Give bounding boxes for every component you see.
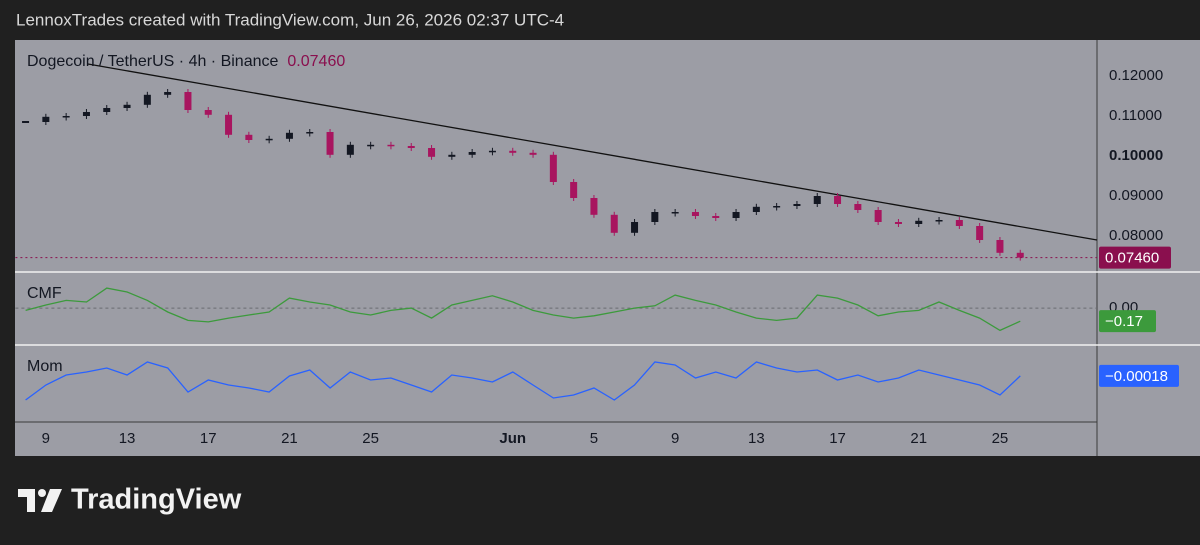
candle: [691, 212, 699, 216]
candle: [265, 138, 273, 141]
logo-text: TradingView: [71, 484, 242, 516]
candle: [326, 132, 334, 155]
last-value-box: [1099, 364, 1179, 387]
indicator-line: [25, 361, 1021, 401]
x-tick-label: 13: [119, 430, 136, 447]
candle: [935, 220, 943, 222]
candle: [204, 110, 212, 115]
pane-title: Mom: [27, 358, 63, 375]
candle: [22, 121, 30, 123]
candle: [1016, 252, 1024, 258]
candle: [955, 220, 963, 226]
candle: [143, 94, 151, 105]
candle: [549, 154, 557, 182]
candle: [752, 206, 760, 212]
candle: [996, 240, 1004, 253]
x-tick-label: Jun: [499, 430, 526, 447]
y-tick-label: 0.09000: [1109, 187, 1163, 204]
trend-line: [87, 63, 1098, 241]
candle: [590, 198, 598, 215]
y-tick-label: 0.11000: [1109, 107, 1162, 124]
candle: [285, 132, 293, 139]
candle: [387, 144, 395, 147]
candle: [570, 182, 578, 198]
candle: [631, 222, 639, 233]
last-value-box: [1099, 246, 1171, 269]
x-tick-label: 21: [281, 430, 298, 447]
candle: [854, 204, 862, 210]
y-tick-label: 0.08000: [1109, 227, 1163, 244]
candle: [346, 144, 354, 155]
last-value-label: −0.17: [1105, 313, 1143, 330]
candle: [468, 152, 476, 155]
x-tick-label: 9: [42, 430, 50, 447]
candle: [82, 112, 90, 116]
candle: [448, 154, 456, 157]
logo-icon: [41, 489, 62, 512]
candle: [894, 222, 902, 224]
indicator-line: [25, 287, 1021, 332]
candle: [793, 204, 801, 206]
chart-area: [15, 40, 1200, 456]
candle: [610, 214, 618, 233]
candle: [915, 220, 923, 224]
candle: [245, 134, 253, 140]
x-tick-label: 13: [748, 430, 765, 447]
last-value-label: 0.07460: [1105, 250, 1159, 267]
candle: [671, 212, 679, 214]
candle: [712, 216, 720, 218]
candle: [732, 212, 740, 218]
y-tick-label: 0.10000: [1109, 147, 1163, 164]
candle: [103, 108, 111, 112]
last-value-label: −0.00018: [1105, 368, 1168, 385]
candle: [42, 116, 50, 122]
candle: [428, 148, 436, 157]
candle: [773, 206, 781, 208]
candle: [407, 146, 415, 148]
candle: [651, 212, 659, 222]
plot: 9 13 17 21 25 Jun 5 9 13 17 21 25 0.08000 0.09000 0.10…: [15, 53, 1179, 447]
candle: [62, 116, 70, 118]
candle: [488, 150, 496, 153]
logo-icon: [18, 489, 35, 512]
pane-title: Dogecoin / TetherUS · 4h · Binance: [27, 53, 279, 70]
candle: [509, 150, 517, 153]
candle: [367, 144, 375, 147]
legend-price: 0.07460: [287, 53, 345, 70]
x-tick-label: 17: [200, 430, 217, 447]
candle: [976, 226, 984, 240]
candle: [164, 92, 172, 95]
last-value-box: [1099, 310, 1156, 333]
x-tick-label: 25: [992, 430, 1009, 447]
candle: [123, 104, 131, 108]
pane-title: CMF: [27, 285, 62, 302]
attribution: LennoxTrades created with TradingView.co…: [16, 10, 564, 29]
candle: [834, 196, 842, 204]
x-tick-label: 25: [362, 430, 379, 447]
candle: [184, 92, 192, 110]
y-tick-label: 0.12000: [1109, 67, 1163, 84]
candle: [813, 196, 821, 204]
logo-icon: [38, 489, 46, 497]
candle: [225, 114, 233, 135]
logo: TradingView: [18, 484, 242, 516]
x-tick-label: 21: [910, 430, 927, 447]
x-tick-label: 17: [829, 430, 846, 447]
x-tick-label: 9: [671, 430, 679, 447]
candle: [306, 132, 314, 134]
x-tick-label: 5: [590, 430, 598, 447]
candle: [874, 210, 882, 222]
candle: [529, 152, 537, 155]
